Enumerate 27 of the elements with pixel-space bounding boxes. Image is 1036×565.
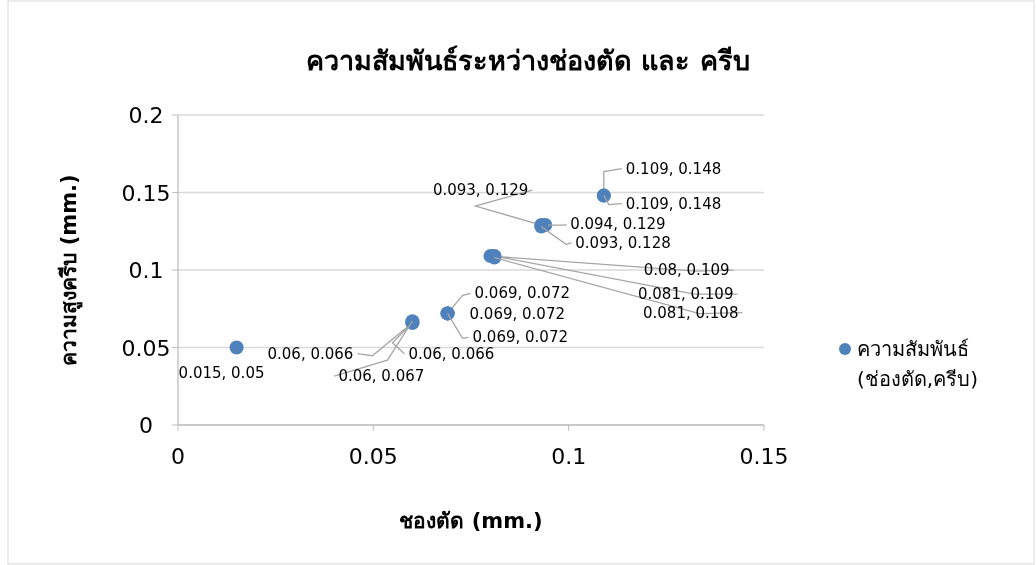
data-label: 0.109, 0.148	[625, 194, 722, 213]
data-label: 0.093, 0.128	[575, 233, 671, 252]
legend-label: ความสัมพันธ์ (ช่องตัด,ครีบ)	[857, 337, 978, 391]
data-label: 0.109, 0.148	[625, 159, 722, 178]
x-tick-label: 0.1	[551, 444, 587, 469]
data-label: 0.069, 0.072	[474, 284, 570, 303]
y-tick-label: 0.05	[121, 335, 171, 361]
data-label: 0.06, 0.067	[338, 367, 425, 386]
data-label: 0.015, 0.05	[178, 363, 265, 382]
y-tick-label: 0.2	[128, 103, 164, 128]
data-label: 0.093, 0.129	[432, 181, 529, 200]
data-label: 0.081, 0.109	[638, 285, 734, 304]
y-tick-label: 0.1	[128, 258, 164, 283]
data-label: 0.06, 0.066	[408, 344, 495, 363]
data-label: 0.06, 0.066	[267, 344, 354, 363]
data-label: 0.08, 0.109	[643, 261, 730, 280]
chart-title: ความสัมพันธ์ระหว่างช่องตัด และ ครีบ	[306, 45, 750, 76]
y-axis-title: ความสูงครีบ (mm.)	[57, 174, 83, 366]
y-tick-label: 0	[139, 413, 153, 438]
data-label: 0.094, 0.129	[570, 215, 666, 234]
data-label: 0.069, 0.072	[469, 305, 565, 324]
x-axis-title: ชองตัด (mm.)	[399, 509, 543, 533]
y-tick-label: 0.15	[121, 180, 171, 206]
x-tick-label: 0.15	[739, 444, 789, 469]
data-label: 0.069, 0.072	[472, 328, 568, 347]
data-label: 0.081, 0.108	[643, 303, 739, 322]
x-tick-label: 0.05	[348, 444, 398, 469]
